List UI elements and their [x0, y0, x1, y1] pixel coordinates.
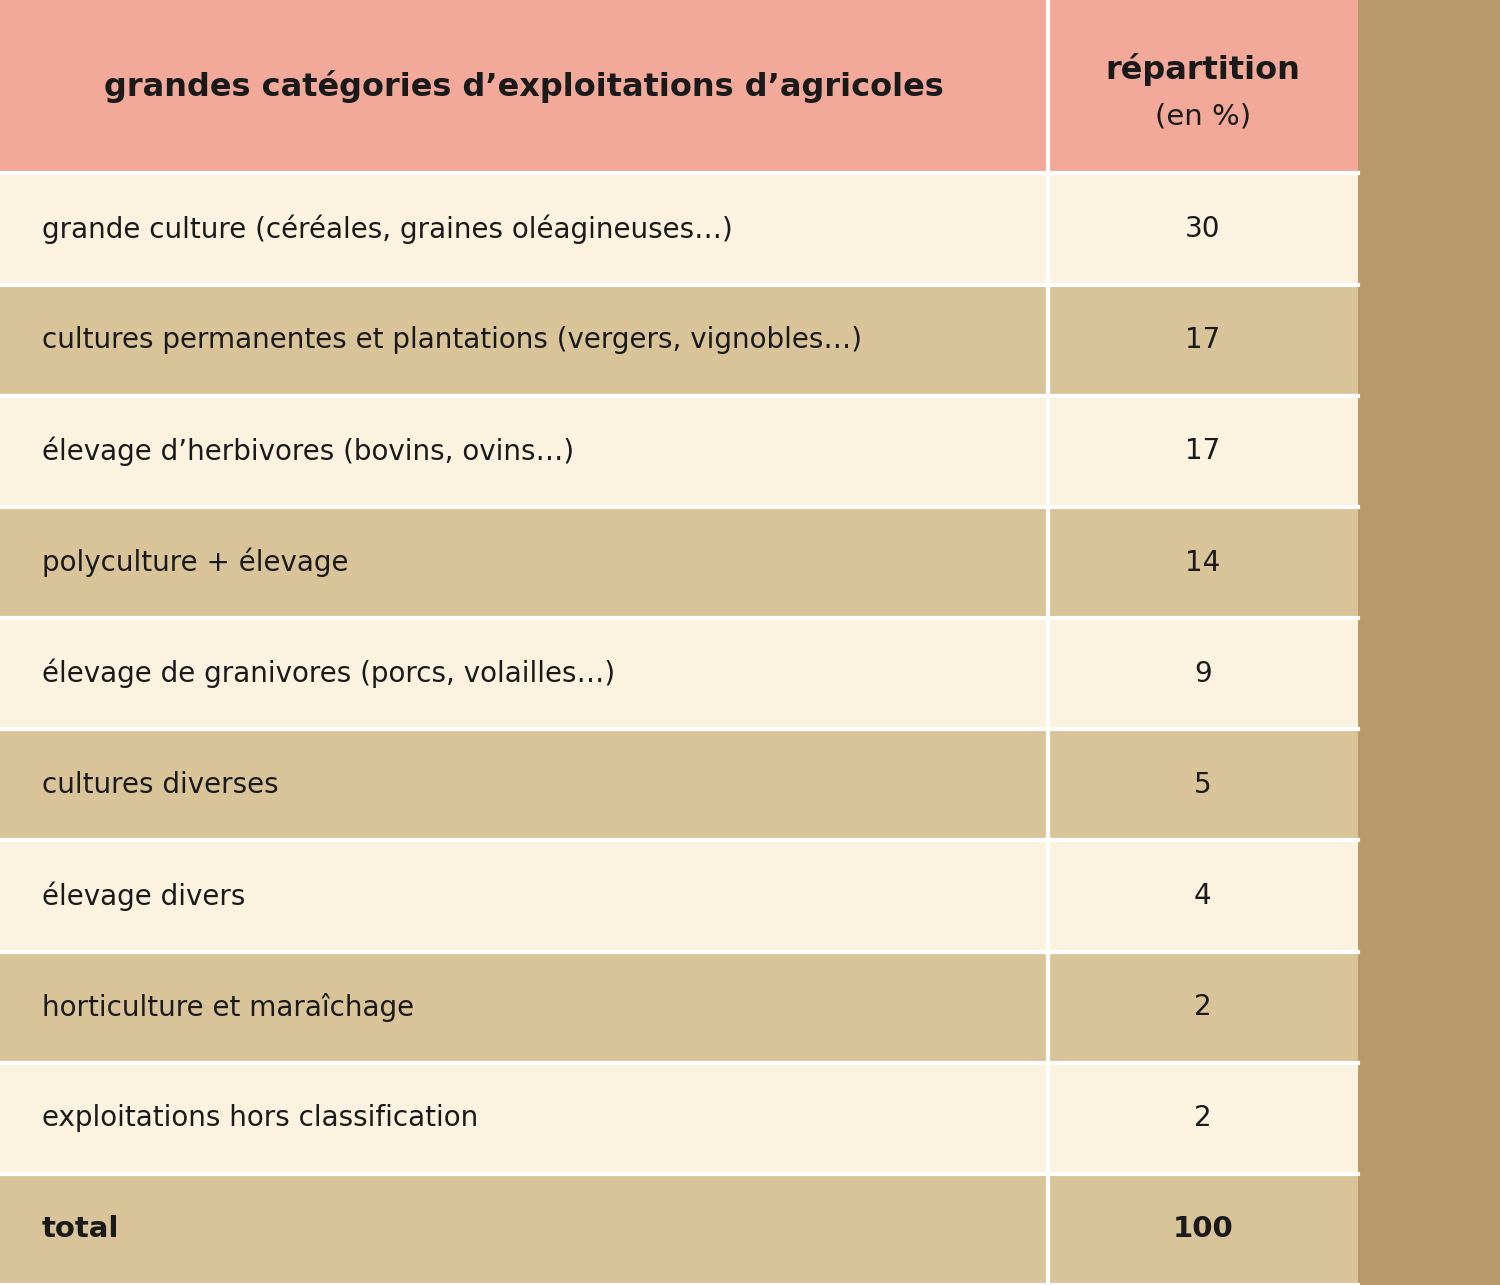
Text: 9: 9 — [1194, 659, 1212, 687]
Text: élevage d’herbivores (bovins, ovins…): élevage d’herbivores (bovins, ovins…) — [42, 437, 574, 466]
Text: élevage de granivores (porcs, volailles…): élevage de granivores (porcs, volailles…… — [42, 659, 615, 689]
Text: grandes catégories d’exploitations d’agricoles: grandes catégories d’exploitations d’agr… — [104, 71, 944, 103]
Text: 17: 17 — [1185, 437, 1221, 465]
Text: exploitations hors classification: exploitations hors classification — [42, 1104, 478, 1132]
Text: 2: 2 — [1194, 993, 1212, 1022]
Text: 5: 5 — [1194, 771, 1212, 799]
Text: 4: 4 — [1194, 882, 1212, 910]
Bar — [0, 729, 1358, 840]
Bar — [0, 506, 1358, 618]
Bar — [0, 618, 1358, 729]
Bar — [0, 840, 1358, 951]
Text: total: total — [42, 1216, 120, 1244]
Text: horticulture et maraîchage: horticulture et maraîchage — [42, 992, 414, 1022]
Bar — [0, 396, 1358, 506]
Text: cultures permanentes et plantations (vergers, vignobles…): cultures permanentes et plantations (ver… — [42, 326, 862, 355]
Text: cultures diverses: cultures diverses — [42, 771, 279, 799]
Text: polyculture + élevage: polyculture + élevage — [42, 547, 348, 577]
Bar — [0, 0, 1358, 173]
Bar — [0, 173, 1358, 285]
Text: 2: 2 — [1194, 1104, 1212, 1132]
Bar — [0, 1063, 1358, 1174]
Text: 17: 17 — [1185, 326, 1221, 355]
Text: élevage divers: élevage divers — [42, 882, 246, 911]
Bar — [0, 951, 1358, 1063]
Text: grande culture (céréales, graines oléagineuses…): grande culture (céréales, graines oléagi… — [42, 215, 732, 244]
Text: 30: 30 — [1185, 215, 1221, 243]
Text: 14: 14 — [1185, 549, 1221, 577]
Bar — [0, 285, 1358, 396]
Text: répartition: répartition — [1106, 53, 1300, 86]
Text: (en %): (en %) — [1155, 103, 1251, 130]
Bar — [1358, 0, 1500, 1285]
Bar — [0, 1174, 1358, 1285]
Text: 100: 100 — [1173, 1216, 1233, 1244]
